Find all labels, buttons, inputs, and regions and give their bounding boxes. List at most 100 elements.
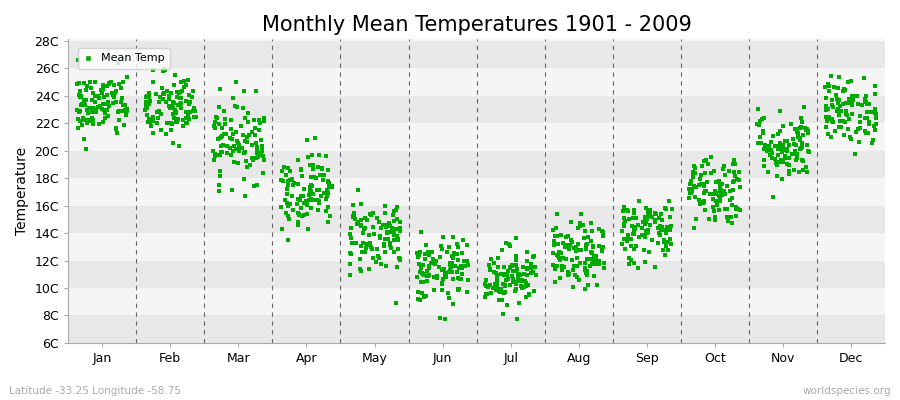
Point [238, 138, 252, 144]
Point [317, 190, 331, 196]
Point [565, 257, 580, 263]
Point [319, 196, 333, 203]
Point [616, 215, 631, 222]
Point [706, 208, 721, 214]
Point [580, 268, 594, 274]
Point [169, 119, 184, 126]
Point [526, 288, 541, 294]
Point [586, 244, 600, 250]
Point [166, 99, 180, 106]
Point [385, 212, 400, 218]
Point [659, 206, 673, 212]
Point [724, 214, 738, 220]
Point [505, 263, 519, 269]
Point [775, 157, 789, 163]
Point [793, 125, 807, 131]
Point [490, 284, 504, 290]
Point [294, 205, 309, 211]
Point [526, 269, 540, 276]
Point [837, 86, 851, 92]
Point [256, 153, 270, 160]
Point [152, 94, 166, 100]
Point [446, 263, 461, 269]
Point [310, 187, 324, 193]
Point [715, 191, 729, 198]
Point [140, 92, 154, 99]
Point [571, 241, 585, 248]
Point [643, 207, 657, 213]
Point [295, 213, 310, 219]
Point [845, 102, 859, 108]
Point [246, 157, 260, 164]
Point [382, 228, 397, 235]
Point [682, 186, 697, 192]
Point [85, 118, 99, 124]
Point [478, 294, 492, 300]
Point [148, 91, 163, 97]
Point [231, 142, 246, 148]
Point [622, 236, 636, 242]
Point [550, 252, 564, 258]
Point [457, 258, 472, 264]
Point [498, 283, 512, 290]
Point [90, 104, 104, 110]
Point [866, 137, 880, 143]
Point [281, 177, 295, 184]
Point [300, 202, 314, 208]
Point [657, 236, 671, 243]
Point [562, 246, 576, 252]
Point [688, 183, 703, 190]
Point [686, 172, 700, 178]
Point [486, 284, 500, 291]
Point [342, 272, 356, 278]
Point [101, 98, 115, 105]
Point [858, 95, 872, 102]
Point [754, 140, 769, 146]
Point [155, 85, 169, 92]
Point [838, 118, 852, 125]
Point [387, 218, 401, 224]
Point [79, 117, 94, 124]
Point [704, 154, 718, 160]
Point [795, 140, 809, 146]
Point [661, 247, 675, 253]
Point [146, 79, 160, 85]
Point [637, 218, 652, 225]
Text: worldspecies.org: worldspecies.org [803, 386, 891, 396]
Point [412, 269, 427, 276]
Point [512, 271, 526, 277]
Point [616, 223, 631, 229]
Point [111, 109, 125, 116]
Point [450, 251, 464, 258]
Point [382, 220, 397, 226]
Point [83, 79, 97, 85]
Point [411, 260, 426, 267]
Point [346, 202, 360, 208]
Point [164, 90, 178, 96]
Point [443, 260, 457, 266]
Point [638, 218, 652, 224]
Point [391, 215, 405, 222]
Point [101, 113, 115, 119]
Point [321, 219, 336, 225]
Point [584, 238, 598, 244]
Point [81, 110, 95, 116]
Point [321, 166, 336, 173]
Point [106, 91, 121, 97]
Point [248, 124, 262, 131]
Point [220, 143, 234, 150]
Point [230, 129, 244, 135]
Point [490, 278, 504, 284]
Point [219, 131, 233, 137]
Point [76, 115, 90, 121]
Point [324, 183, 338, 189]
Point [305, 162, 320, 168]
Point [212, 151, 227, 158]
Point [490, 282, 504, 288]
Point [360, 240, 374, 247]
Point [452, 265, 466, 271]
Point [212, 182, 226, 188]
Point [210, 115, 224, 122]
Point [300, 210, 314, 217]
Point [724, 194, 739, 201]
